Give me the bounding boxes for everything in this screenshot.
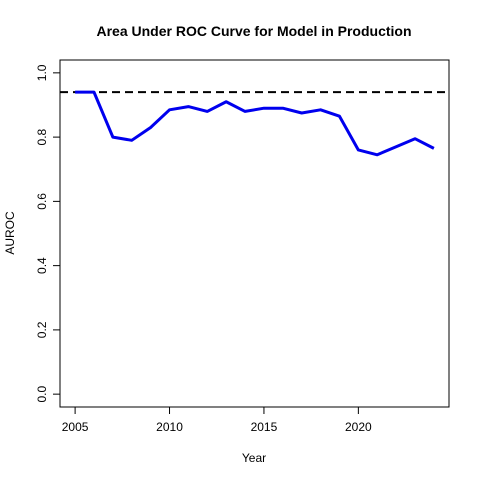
x-tick-label: 2020	[345, 420, 372, 434]
series-group	[75, 90, 435, 157]
y-axis: 0.0 0.2 0.4 0.6 0.8 1.0	[35, 64, 61, 402]
x-tick-label: 2010	[156, 420, 183, 434]
y-tick-label: 0.4	[35, 257, 49, 274]
y-tick-label: 0.0	[35, 385, 49, 402]
y-tick-label: 0.6	[35, 193, 49, 210]
y-tick-label: 0.8	[35, 128, 49, 145]
x-axis-label: Year	[242, 451, 266, 465]
y-tick-label: 0.2	[35, 321, 49, 338]
series-line	[75, 90, 435, 157]
y-tick-label: 1.0	[35, 64, 49, 81]
chart-title: Area Under ROC Curve for Model in Produc…	[96, 23, 411, 39]
x-tick-label: 2005	[62, 420, 89, 434]
y-axis-label: AUROC	[3, 211, 17, 255]
x-axis: 2005 2010 2015 2020	[62, 406, 372, 434]
plot-frame	[59, 59, 450, 408]
x-tick-label: 2015	[251, 420, 278, 434]
